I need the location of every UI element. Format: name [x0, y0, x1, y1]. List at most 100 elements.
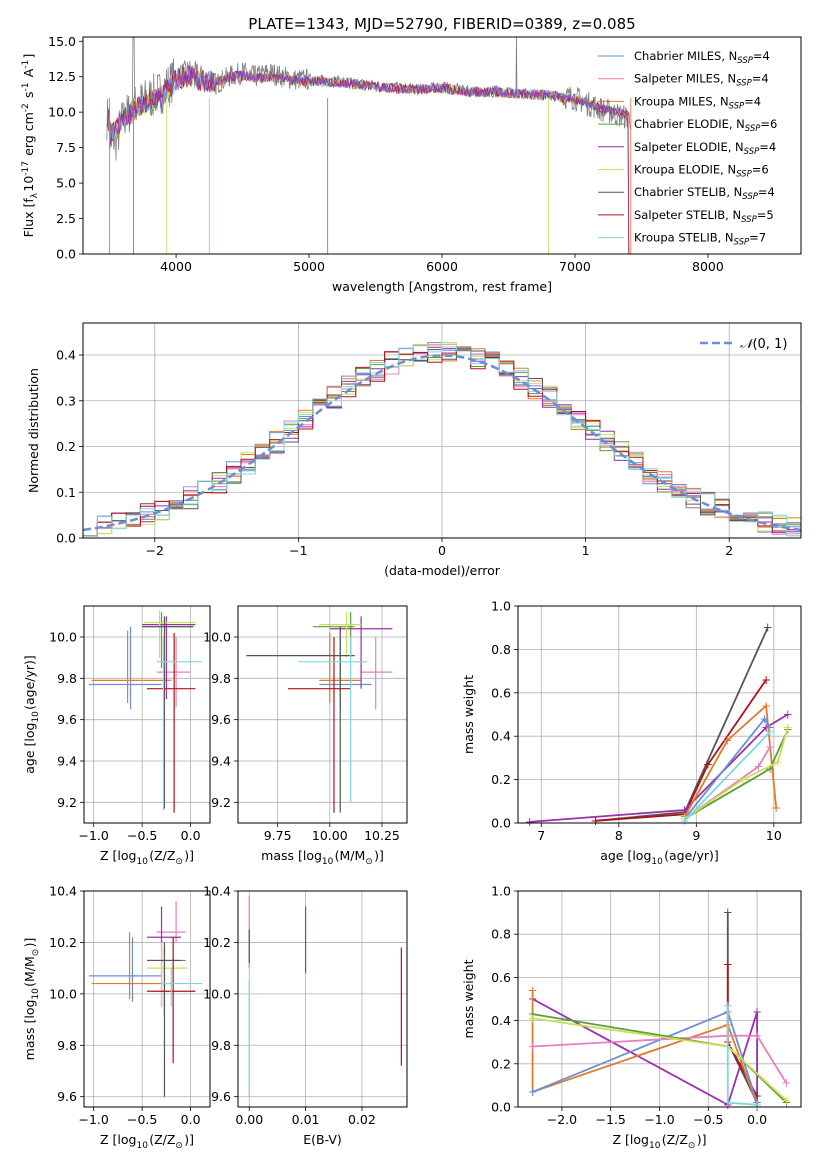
- axes-frame: [517, 605, 802, 824]
- weight-marker: +: [680, 809, 690, 823]
- y-tick-label: 0.4: [491, 729, 511, 744]
- figure-title: PLATE=1343, MJD=52790, FIBERID=0389, z=0…: [248, 15, 635, 33]
- weight-marker: +: [722, 734, 732, 748]
- y-tick-label: 0.0: [491, 1100, 511, 1115]
- x-axis-label: Z [log10 (Z/Z⊙ )]: [100, 848, 194, 867]
- x-tick-label: −2.0: [547, 1112, 577, 1127]
- x-tick-label: 1: [582, 543, 590, 558]
- x-tick-label: 0.01: [292, 1112, 320, 1127]
- weight-marker: +: [528, 1011, 538, 1025]
- legend: Chabrier MILES, NSSP=4 Salpeter MILES, NS…: [598, 49, 777, 248]
- plot-area-weight_vs_Z: +++++++++++++++++++ ++++++++++ +: [528, 906, 792, 1114]
- weight-marker: +: [752, 1005, 762, 1019]
- x-tick-label: 7: [537, 828, 545, 843]
- y-tick-label: 9.8: [57, 1038, 77, 1053]
- weight-line-kroupa_miles: [531, 990, 758, 1106]
- y-tick-label: 7.5: [56, 140, 76, 155]
- legend-label: Salpeter ELODIE, NSSP=4: [634, 140, 776, 157]
- axes-weight_vs_age: 7 8 9 10 0.0 0.2 0.4 0.6 0.8 1.0 age [log10 (age/y…: [461, 599, 802, 867]
- x-tick-label: 0.00: [235, 1112, 263, 1127]
- legend-label: Salpeter MILES, NSSP=4: [634, 72, 769, 89]
- model-spectrum-salpeter_elodie: [109, 65, 721, 255]
- plot-area-residuals: 𝒩(0, 1): [82, 337, 802, 537]
- weight-marker: +: [781, 1076, 791, 1090]
- weight-marker: +: [738, 773, 748, 787]
- weight-marker: +: [760, 712, 770, 726]
- weight-line-salpeter_miles: [532, 1034, 788, 1084]
- weight-line-chabrier_miles: [683, 717, 771, 820]
- axes-spectrum: 4000 5000 6000 7000 8000 0.0 2.5 5.0 7.5 10.0 12.5…: [21, 34, 802, 294]
- legend-label: Chabrier MILES, NSSP=4: [634, 49, 770, 66]
- x-tick-label: 8: [615, 828, 623, 843]
- x-tick-label: 9.75: [264, 828, 292, 843]
- x-tick-label: −1: [289, 543, 307, 558]
- weight-marker: +: [752, 1096, 762, 1110]
- axes-frame: [237, 890, 408, 1108]
- weight-marker: +: [752, 1089, 762, 1103]
- y-tick-label: 10.2: [49, 935, 77, 950]
- x-tick-label: 8000: [692, 259, 724, 274]
- legend-label: 𝒩(0, 1): [740, 337, 787, 352]
- y-tick-label: 12.5: [48, 69, 76, 84]
- x-axis-label: Z [log10 (Z/Z⊙ )]: [613, 1132, 707, 1151]
- histogram-step-salpeter_stelib: [83, 350, 801, 537]
- y-tick-label: 9.8: [57, 671, 77, 686]
- weight-line-kroupa_stelib: [726, 1005, 758, 1106]
- x-tick-label: 0.0: [747, 1112, 767, 1127]
- plot-area-age_vs_Z: [88, 610, 203, 813]
- y-tick-label: 9.6: [57, 1089, 77, 1104]
- y-tick-label: 0.3: [56, 393, 76, 408]
- weight-marker: +: [765, 725, 775, 739]
- weight-marker: +: [752, 1029, 762, 1043]
- weight-marker: +: [528, 1040, 538, 1054]
- weight-marker: +: [765, 740, 775, 754]
- y-tick-label: 10.4: [49, 884, 77, 899]
- y-tick-label: 0.1: [56, 485, 76, 500]
- y-tick-label: 1.0: [491, 599, 511, 614]
- model-spectrum-chabrier_miles: [109, 66, 629, 150]
- weight-marker: +: [761, 699, 771, 713]
- weight-marker: +: [753, 760, 763, 774]
- y-tick-label: 10.2: [203, 935, 231, 950]
- x-tick-label: 0.02: [348, 1112, 376, 1127]
- y-tick-label: 0.0: [56, 531, 76, 546]
- x-tick-label: 2: [725, 543, 733, 558]
- y-tick-label: 2.5: [56, 211, 76, 226]
- weight-marker: +: [723, 906, 733, 920]
- y-tick-label: 9.6: [211, 1089, 231, 1104]
- y-tick-label: 5.0: [56, 176, 76, 191]
- axes-age_vs_mass: 9.75 10.00 10.25 9.2 9.4 9.6 9.8 10.0 mass [log1…: [203, 605, 408, 867]
- axes-frame: [82, 36, 802, 255]
- legend-label: Kroupa ELODIE, NSSP=6: [634, 163, 769, 180]
- x-axis-label: (data-model)/error: [384, 563, 501, 578]
- weight-marker: +: [723, 957, 733, 971]
- y-tick-label: 0.6: [491, 970, 511, 985]
- weight-line-kroupa_miles: [683, 703, 778, 817]
- weight-marker: +: [528, 1085, 538, 1099]
- weight-line-chabrier_elodie: [684, 729, 789, 820]
- weight-marker: +: [781, 1096, 791, 1110]
- weight-marker: +: [752, 1098, 762, 1112]
- weight-marker: +: [765, 721, 775, 735]
- x-tick-label: 0.0: [181, 1112, 201, 1127]
- weight-marker: +: [773, 755, 783, 769]
- x-axis-label: mass [log10 (M/M⊙ )]: [261, 848, 384, 867]
- y-axis-label: age [log10 (age/yr)]: [22, 655, 41, 774]
- y-tick-label: 9.4: [211, 754, 231, 769]
- y-tick-label: 9.6: [57, 712, 77, 727]
- x-tick-label: −1.0: [79, 828, 109, 843]
- x-tick-label: −1.5: [596, 1112, 626, 1127]
- weight-marker: +: [723, 1098, 733, 1112]
- y-axis-label: mass weight: [461, 959, 476, 1038]
- weight-line-kroupa_stelib: [684, 731, 771, 822]
- x-tick-label: 4000: [160, 259, 192, 274]
- y-tick-label: 9.8: [211, 671, 231, 686]
- plot-area-weight_vs_age: ++++ ++++++++++++++++++++++++++: [525, 621, 793, 829]
- legend-label: Salpeter STELIB, NSSP=5: [634, 208, 774, 225]
- weight-marker: +: [783, 721, 793, 735]
- x-tick-label: 5000: [293, 259, 325, 274]
- weight-marker: +: [781, 1094, 791, 1108]
- y-tick-label: 0.8: [491, 642, 511, 657]
- weight-marker: +: [680, 807, 690, 821]
- weight-marker: +: [680, 812, 690, 826]
